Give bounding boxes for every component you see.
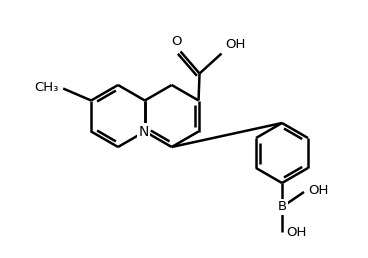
Text: B: B — [277, 200, 287, 214]
Text: OH: OH — [226, 37, 246, 51]
Text: OH: OH — [308, 184, 328, 198]
Text: O: O — [171, 35, 182, 47]
Text: OH: OH — [286, 227, 307, 239]
Text: CH₃: CH₃ — [34, 81, 58, 94]
Text: N: N — [139, 125, 149, 139]
